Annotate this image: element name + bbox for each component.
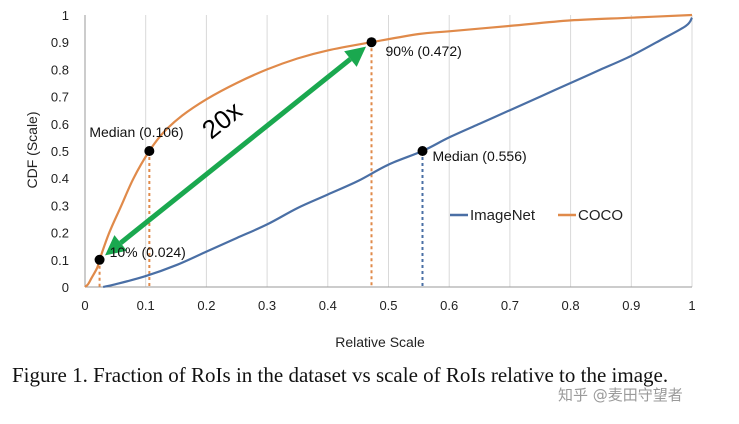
x-tick-label: 0.5 xyxy=(379,298,397,313)
x-tick-labels: 0 0.1 0.2 0.3 0.4 0.5 0.6 0.7 0.8 0.9 1 xyxy=(81,298,695,313)
x-tick-label: 0.9 xyxy=(622,298,640,313)
arrow-head-end xyxy=(344,46,367,67)
y-tick-label: 0.1 xyxy=(51,253,69,268)
y-axis-title: CDF (Scale) xyxy=(24,111,40,188)
arrow-label: 20x xyxy=(196,95,247,145)
y-tick-label: 0.7 xyxy=(51,90,69,105)
y-tick-label: 1 xyxy=(62,8,69,23)
cdf-chart: 0 0.1 0.2 0.3 0.4 0.5 0.6 0.7 0.8 0.9 1 0 0.1 0.2 0.3… xyxy=(24,8,696,350)
y-tick-label: 0.3 xyxy=(51,198,69,213)
y-tick-label: 0.2 xyxy=(51,226,69,241)
marker-point xyxy=(144,146,155,156)
series-line-imagenet xyxy=(102,17,693,289)
x-tick-label: 0.1 xyxy=(137,298,155,313)
marker-point xyxy=(417,146,428,156)
legend-label-coco: COCO xyxy=(578,207,623,224)
x-tick-label: 0.3 xyxy=(258,298,276,313)
arrow-shaft xyxy=(119,57,352,245)
x-axis-title: Relative Scale xyxy=(335,334,425,350)
marker-point xyxy=(94,254,105,265)
marker-label: Median (0.106) xyxy=(89,124,183,140)
y-tick-labels: 0 0.1 0.2 0.3 0.4 0.5 0.6 0.7 0.8 0.9 1 xyxy=(51,8,69,295)
legend-label-imagenet: ImageNet xyxy=(470,207,536,224)
figure-caption: Figure 1. Fraction of RoIs in the datase… xyxy=(12,363,669,387)
y-tick-label: 0.6 xyxy=(51,117,69,132)
legend: ImageNet COCO xyxy=(450,207,623,224)
y-tick-label: 0.9 xyxy=(51,35,69,50)
x-tick-label: 0.7 xyxy=(501,298,519,313)
x-tick-label: 0.8 xyxy=(562,298,580,313)
x-tick-label: 1 xyxy=(688,298,695,313)
x-tick-label: 0.2 xyxy=(197,298,215,313)
x-tick-label: 0 xyxy=(81,298,88,313)
markers: 10% (0.024) Median (0.106) 90% (0.472) Medi… xyxy=(89,37,527,265)
ratio-arrow: 20x xyxy=(105,46,367,256)
x-tick-label: 0.6 xyxy=(440,298,458,313)
marker-label: Median (0.556) xyxy=(432,148,526,164)
y-tick-label: 0.5 xyxy=(51,144,69,159)
watermark: 知乎 @麦田守望者 xyxy=(558,386,683,404)
axes xyxy=(84,15,692,288)
y-tick-label: 0 xyxy=(62,280,69,295)
arrow-head-start xyxy=(105,235,127,256)
marker-label: 10% (0.024) xyxy=(110,244,186,260)
grid-lines xyxy=(145,15,693,287)
marker-point xyxy=(366,37,377,48)
y-tick-label: 0.8 xyxy=(51,62,69,77)
y-tick-label: 0.4 xyxy=(51,171,69,186)
x-tick-label: 0.4 xyxy=(319,298,337,313)
marker-label: 90% (0.472) xyxy=(386,43,462,59)
